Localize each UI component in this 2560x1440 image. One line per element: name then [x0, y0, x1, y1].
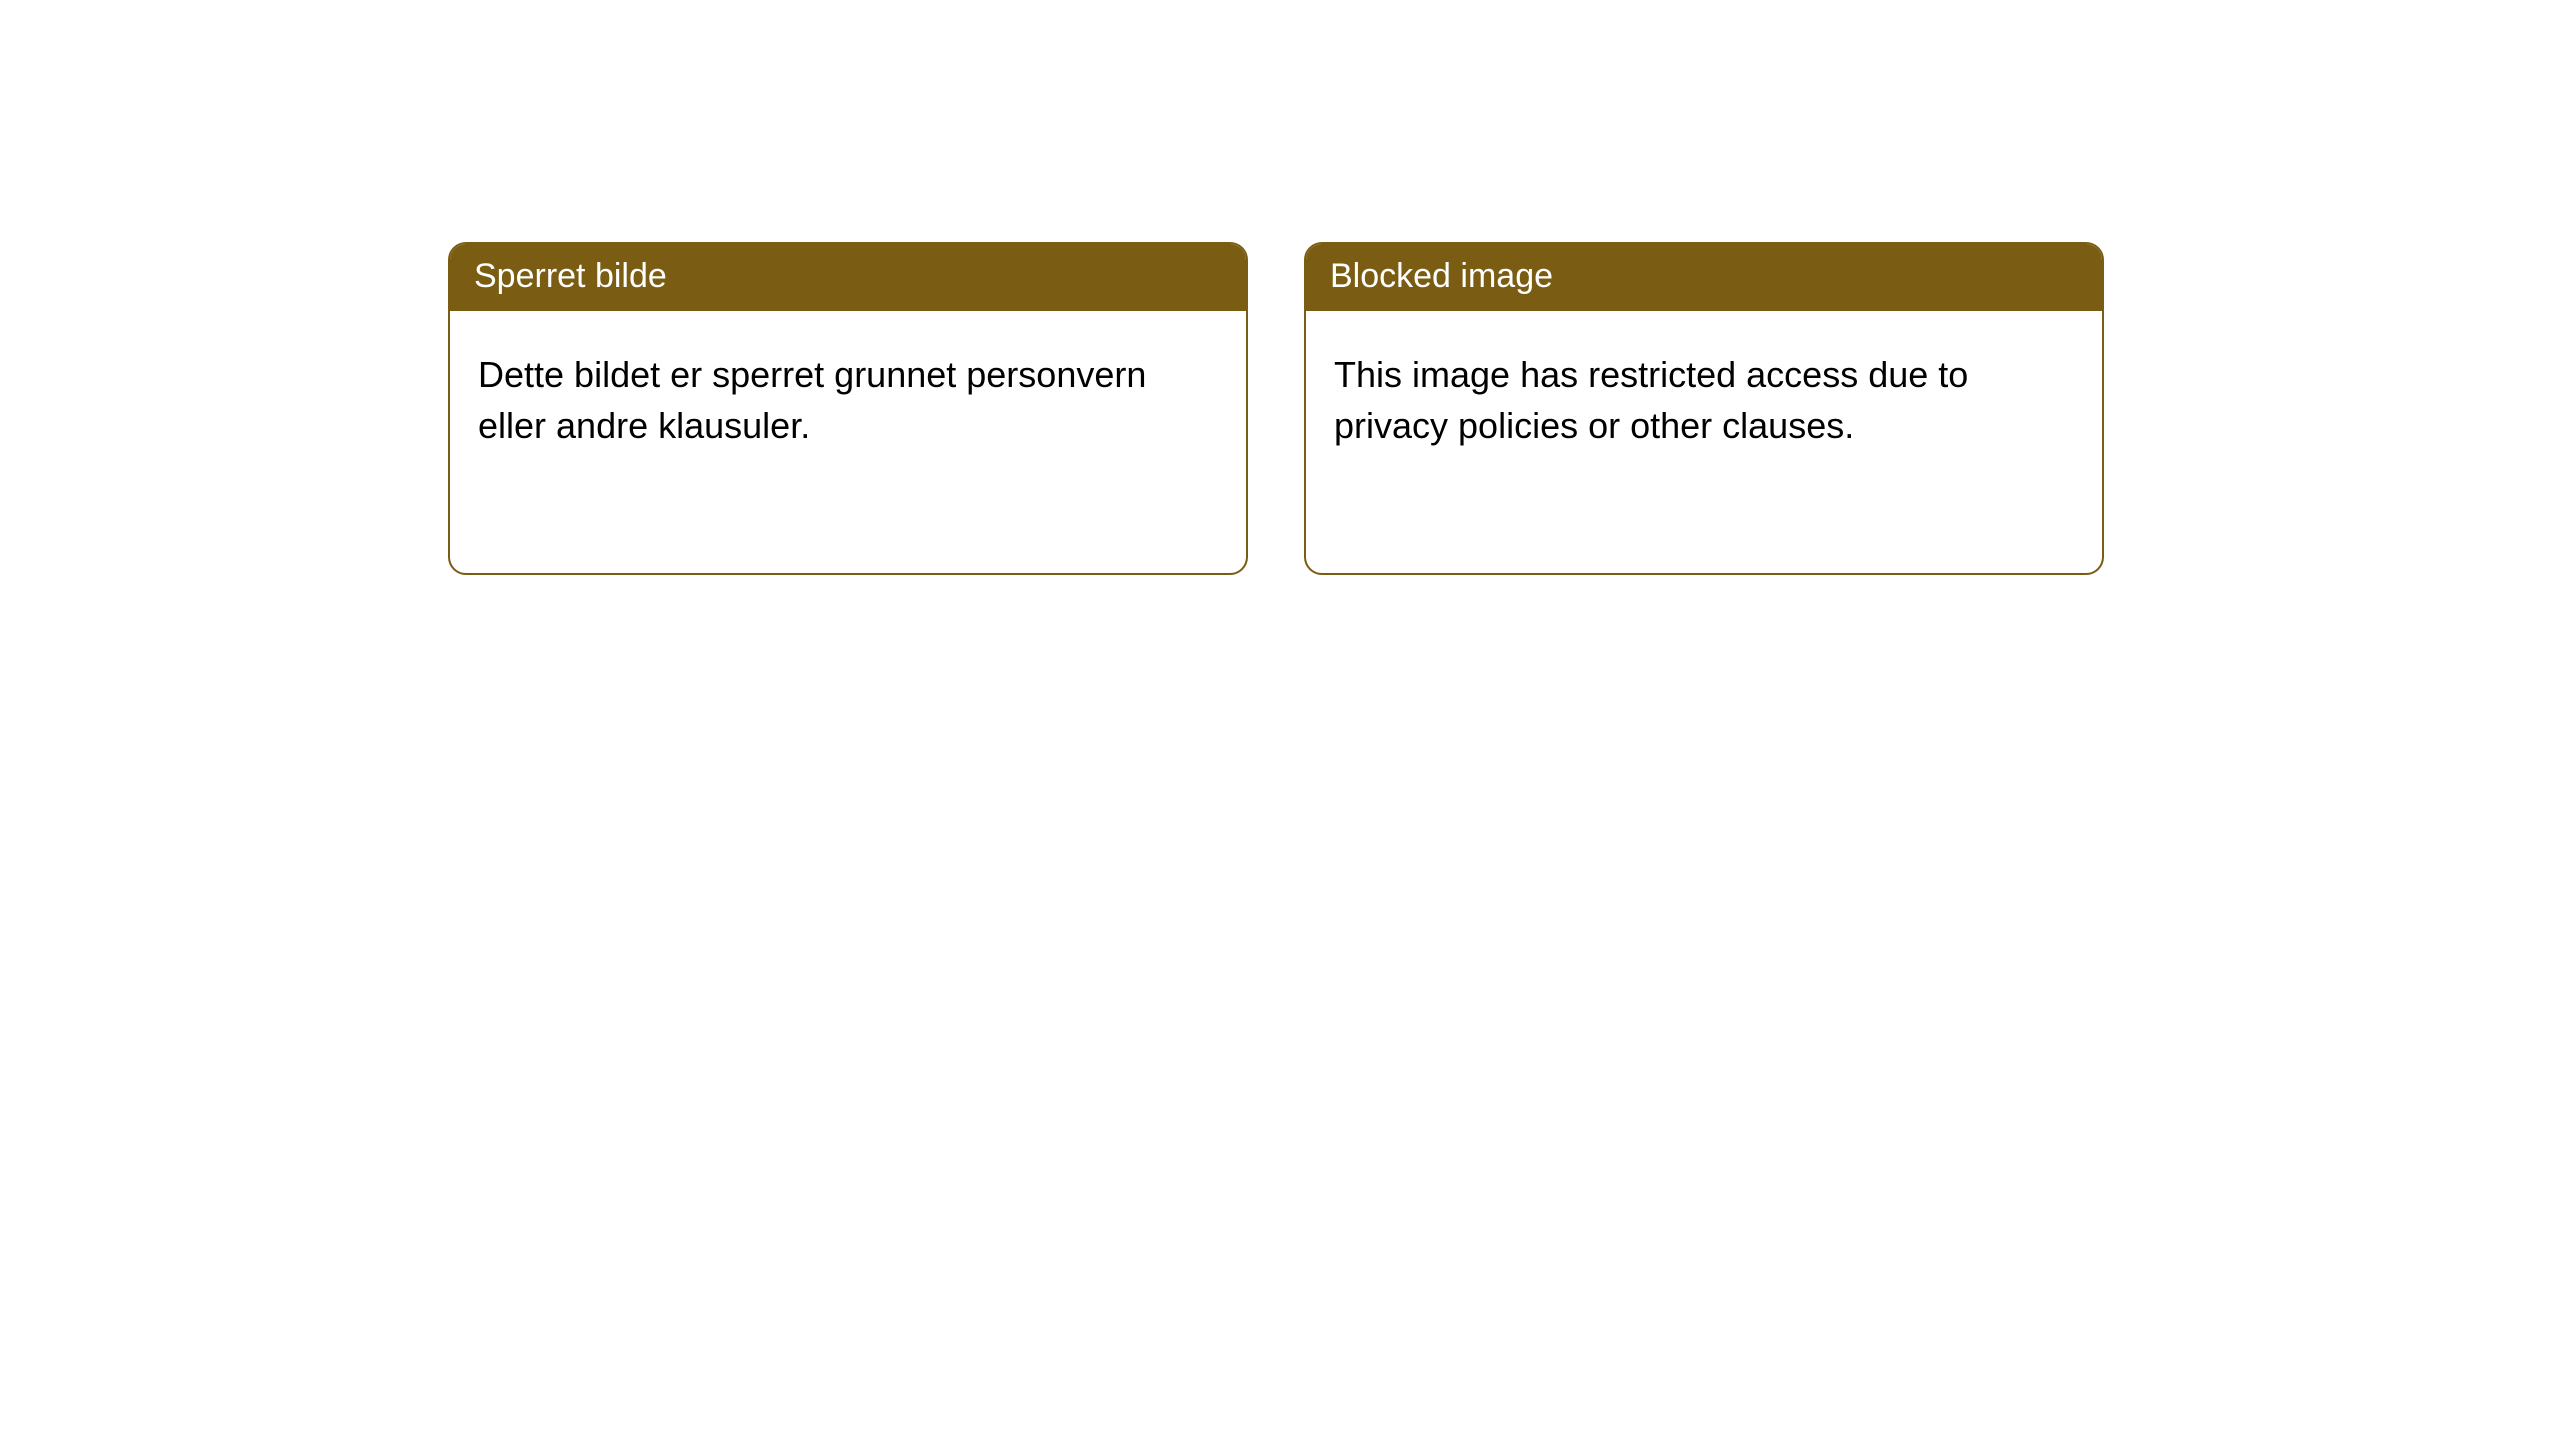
panel-norwegian: Sperret bilde Dette bildet er sperret gr… — [448, 242, 1248, 575]
panel-english-title: Blocked image — [1306, 244, 2102, 311]
panel-english-body: This image has restricted access due to … — [1306, 311, 2102, 489]
panels-container: Sperret bilde Dette bildet er sperret gr… — [0, 0, 2560, 575]
panel-norwegian-title: Sperret bilde — [450, 244, 1246, 311]
panel-english: Blocked image This image has restricted … — [1304, 242, 2104, 575]
panel-norwegian-body: Dette bildet er sperret grunnet personve… — [450, 311, 1246, 489]
